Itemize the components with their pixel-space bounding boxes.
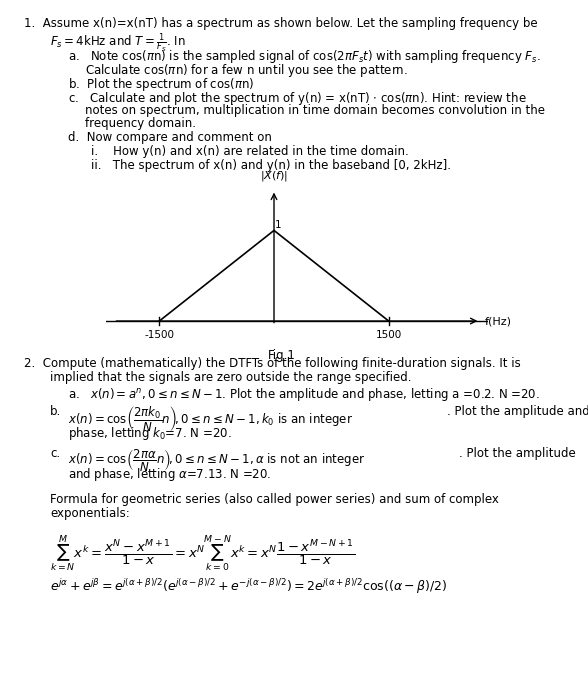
Text: a.   $x(n) = a^n, 0 \leq n \leq N-1$. Plot the amplitude and phase, letting a =0: a. $x(n) = a^n, 0 \leq n \leq N-1$. Plot… bbox=[68, 386, 540, 402]
Text: ii.   The spectrum of x(n) and y(n) in the baseband [0, 2kHz].: ii. The spectrum of x(n) and y(n) in the… bbox=[91, 159, 451, 172]
Text: . Plot the amplitude: . Plot the amplitude bbox=[459, 447, 576, 460]
Text: b.  Plot the spectrum of cos($\pi$n): b. Plot the spectrum of cos($\pi$n) bbox=[68, 76, 254, 92]
Text: 1: 1 bbox=[275, 220, 282, 230]
Text: notes on spectrum, multiplication in time domain becomes convolution in the: notes on spectrum, multiplication in tim… bbox=[85, 104, 545, 117]
Text: i.    How y(n) and x(n) are related in the time domain.: i. How y(n) and x(n) are related in the … bbox=[91, 145, 409, 158]
Text: 2.  Compute (mathematically) the DTFTs of the following finite-duration signals.: 2. Compute (mathematically) the DTFTs of… bbox=[24, 357, 520, 370]
Text: 1500: 1500 bbox=[376, 330, 402, 340]
Text: $x(n) = \cos\!\left(\dfrac{2\pi k_0}{N} n\right)\!, 0 \leq n \leq N-1, k_0$ is a: $x(n) = \cos\!\left(\dfrac{2\pi k_0}{N} … bbox=[68, 405, 353, 434]
Text: Fig.1: Fig.1 bbox=[268, 349, 296, 362]
Text: $|X(f)|$: $|X(f)|$ bbox=[260, 169, 288, 183]
Text: exponentials:: exponentials: bbox=[50, 508, 130, 521]
Text: $\sum_{k=N}^{M} x^k = \dfrac{x^N - x^{M+1}}{1-x} = x^N \sum_{k=0}^{M-N} x^k = x^: $\sum_{k=N}^{M} x^k = \dfrac{x^N - x^{M+… bbox=[50, 533, 355, 574]
Text: b.: b. bbox=[50, 405, 61, 419]
Text: d.  Now compare and comment on: d. Now compare and comment on bbox=[68, 131, 272, 144]
Text: c.: c. bbox=[50, 447, 60, 460]
Text: 1.  Assume x(n)=x(nT) has a spectrum as shown below. Let the sampling frequency : 1. Assume x(n)=x(nT) has a spectrum as s… bbox=[24, 18, 537, 31]
Text: implied that the signals are zero outside the range specified.: implied that the signals are zero outsid… bbox=[50, 371, 412, 384]
Text: a.   Note cos($\pi$n) is the sampled signal of cos($2\pi F_s t$) with sampling f: a. Note cos($\pi$n) is the sampled signa… bbox=[68, 48, 540, 64]
Text: c.   Calculate and plot the spectrum of y(n) = x(nT) $\cdot$ cos($\pi$n). Hint: : c. Calculate and plot the spectrum of y(… bbox=[68, 90, 526, 106]
Text: $F_s = 4$kHz and $T = \frac{1}{F_S}$. In: $F_s = 4$kHz and $T = \frac{1}{F_S}$. In bbox=[50, 32, 186, 55]
Text: . Plot the amplitude and: . Plot the amplitude and bbox=[447, 405, 588, 419]
Text: Formula for geometric series (also called power series) and sum of complex: Formula for geometric series (also calle… bbox=[50, 494, 499, 507]
Text: -1500: -1500 bbox=[144, 330, 175, 340]
Text: phase, letting $k_0$=7. N =20.: phase, letting $k_0$=7. N =20. bbox=[68, 425, 231, 442]
Text: and phase, letting $\alpha$=7.13. N =20.: and phase, letting $\alpha$=7.13. N =20. bbox=[68, 466, 271, 483]
Text: $x(n) = \cos\!\left(\dfrac{2\pi\alpha}{N} n\right)\!, 0 \leq n \leq N-1, \alpha$: $x(n) = \cos\!\left(\dfrac{2\pi\alpha}{N… bbox=[68, 447, 365, 473]
Text: $e^{j\alpha} + e^{j\beta} = e^{j(\alpha+\beta)/2}(e^{j(\alpha-\beta)/2} + e^{-j(: $e^{j\alpha} + e^{j\beta} = e^{j(\alpha+… bbox=[50, 578, 447, 596]
Text: Calculate cos($\pi$n) for a few n until you see the pattern.: Calculate cos($\pi$n) for a few n until … bbox=[85, 62, 408, 78]
Text: f(Hz): f(Hz) bbox=[485, 316, 511, 326]
Text: frequency domain.: frequency domain. bbox=[85, 117, 196, 130]
